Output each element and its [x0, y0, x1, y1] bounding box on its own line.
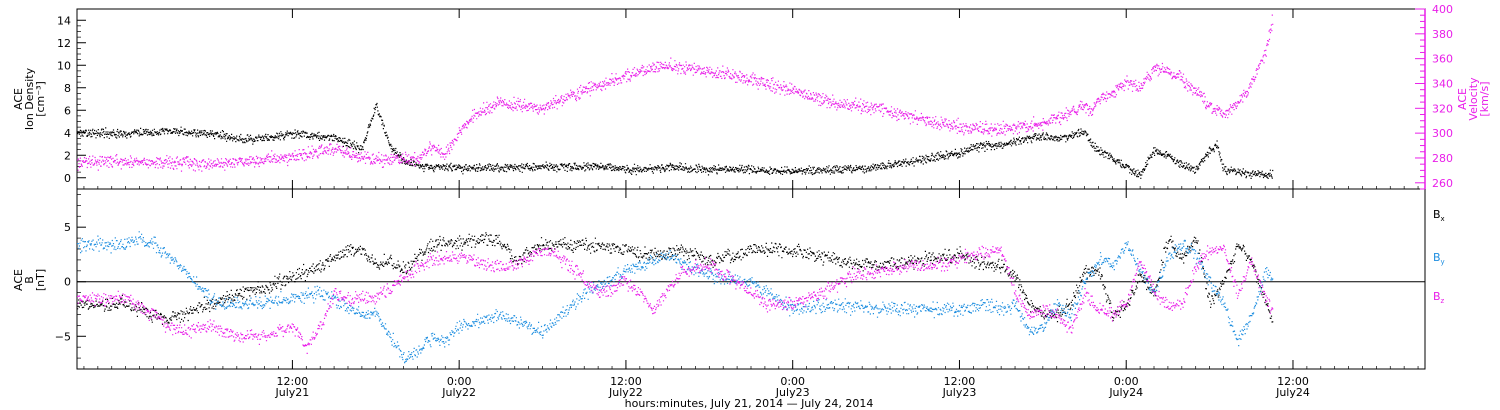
y-left-tick-label: 0 [64, 172, 71, 185]
y-axis-title: [nT] [34, 269, 47, 291]
legend-by-sub: y [1441, 258, 1445, 266]
bx-series [77, 232, 1274, 325]
data-points [77, 14, 1274, 364]
legend-by-name: B [1433, 251, 1441, 264]
legend-by: By [1433, 251, 1445, 266]
x-tick-label: 12:00 [277, 375, 309, 388]
legend-bx: Bx [1433, 208, 1445, 223]
y-axis-title: [km/s] [1478, 81, 1491, 116]
y-right-tick-label: 400 [1432, 3, 1453, 16]
y-axis-title: ACE [1456, 88, 1469, 110]
x-tick-label: 0:00 [447, 375, 472, 388]
y-bottom-tick-label: 5 [64, 221, 71, 234]
bx-series-points [77, 232, 1274, 325]
y-axis-title: Ion Density [23, 67, 36, 130]
x-axis-title: hours:minutes, July 21, 2014 — July 24, … [625, 397, 874, 410]
x-tick-label: 0:00 [1114, 375, 1139, 388]
density-series-points [77, 102, 1274, 179]
top-panel-frame [76, 8, 1426, 190]
legend-bz-name: B [1433, 290, 1441, 303]
x-tick-date: July23 [942, 386, 977, 399]
y-right-tick-label: 360 [1432, 53, 1453, 66]
y-axis-title: B [23, 276, 36, 284]
y-right-tick-label: 260 [1432, 177, 1453, 190]
y-left-tick-label: 12 [57, 37, 71, 50]
legend-bx-sub: x [1441, 215, 1445, 223]
x-tick-date: July23 [775, 386, 810, 399]
y-left-tick-label: 6 [64, 104, 71, 117]
x-tick-label: 12:00 [1277, 375, 1309, 388]
y-right-tick-label: 300 [1432, 127, 1453, 140]
legend-bz-sub: z [1441, 297, 1445, 305]
bz-series [77, 244, 1274, 354]
y-left-tick-label: 2 [64, 149, 71, 162]
y-bottom-tick-label: 0 [64, 276, 71, 289]
x-tick-label: 12:00 [944, 375, 976, 388]
y-right-tick-label: 380 [1432, 28, 1453, 41]
y-bottom-tick-label: −5 [55, 330, 71, 343]
bottom-panel-frame [76, 188, 1426, 370]
legend-bx-name: B [1433, 208, 1441, 221]
y-left-tick-label: 14 [57, 14, 71, 27]
y-axis-title: [cm⁻³] [34, 81, 47, 117]
x-tick-date: July21 [275, 386, 310, 399]
y-left-tick-label: 4 [64, 127, 71, 140]
y-right-tick-label: 320 [1432, 102, 1453, 115]
density-series [77, 102, 1274, 179]
x-tick-label: 12:00 [610, 375, 642, 388]
bz-series-points [77, 244, 1274, 354]
axes-frame [76, 8, 1426, 370]
y-right-tick-label: 280 [1432, 152, 1453, 165]
x-tick-date: July22 [441, 386, 476, 399]
x-tick-date: July22 [608, 386, 643, 399]
y-right-tick-label: 340 [1432, 77, 1453, 90]
y-axis-title: ACE [12, 269, 25, 291]
y-left-tick-label: 10 [57, 59, 71, 72]
y-axis-title: ACE [12, 88, 25, 110]
y-left-tick-label: 8 [64, 82, 71, 95]
y-axis-title: Velocity [1467, 77, 1480, 121]
x-tick-date: July24 [1275, 386, 1310, 399]
x-tick-label: 0:00 [780, 375, 805, 388]
legend-bz: Bz [1433, 290, 1445, 305]
axis-labels: 12:00July210:00July2212:00July220:00July… [12, 3, 1491, 410]
x-tick-date: July24 [1108, 386, 1143, 399]
